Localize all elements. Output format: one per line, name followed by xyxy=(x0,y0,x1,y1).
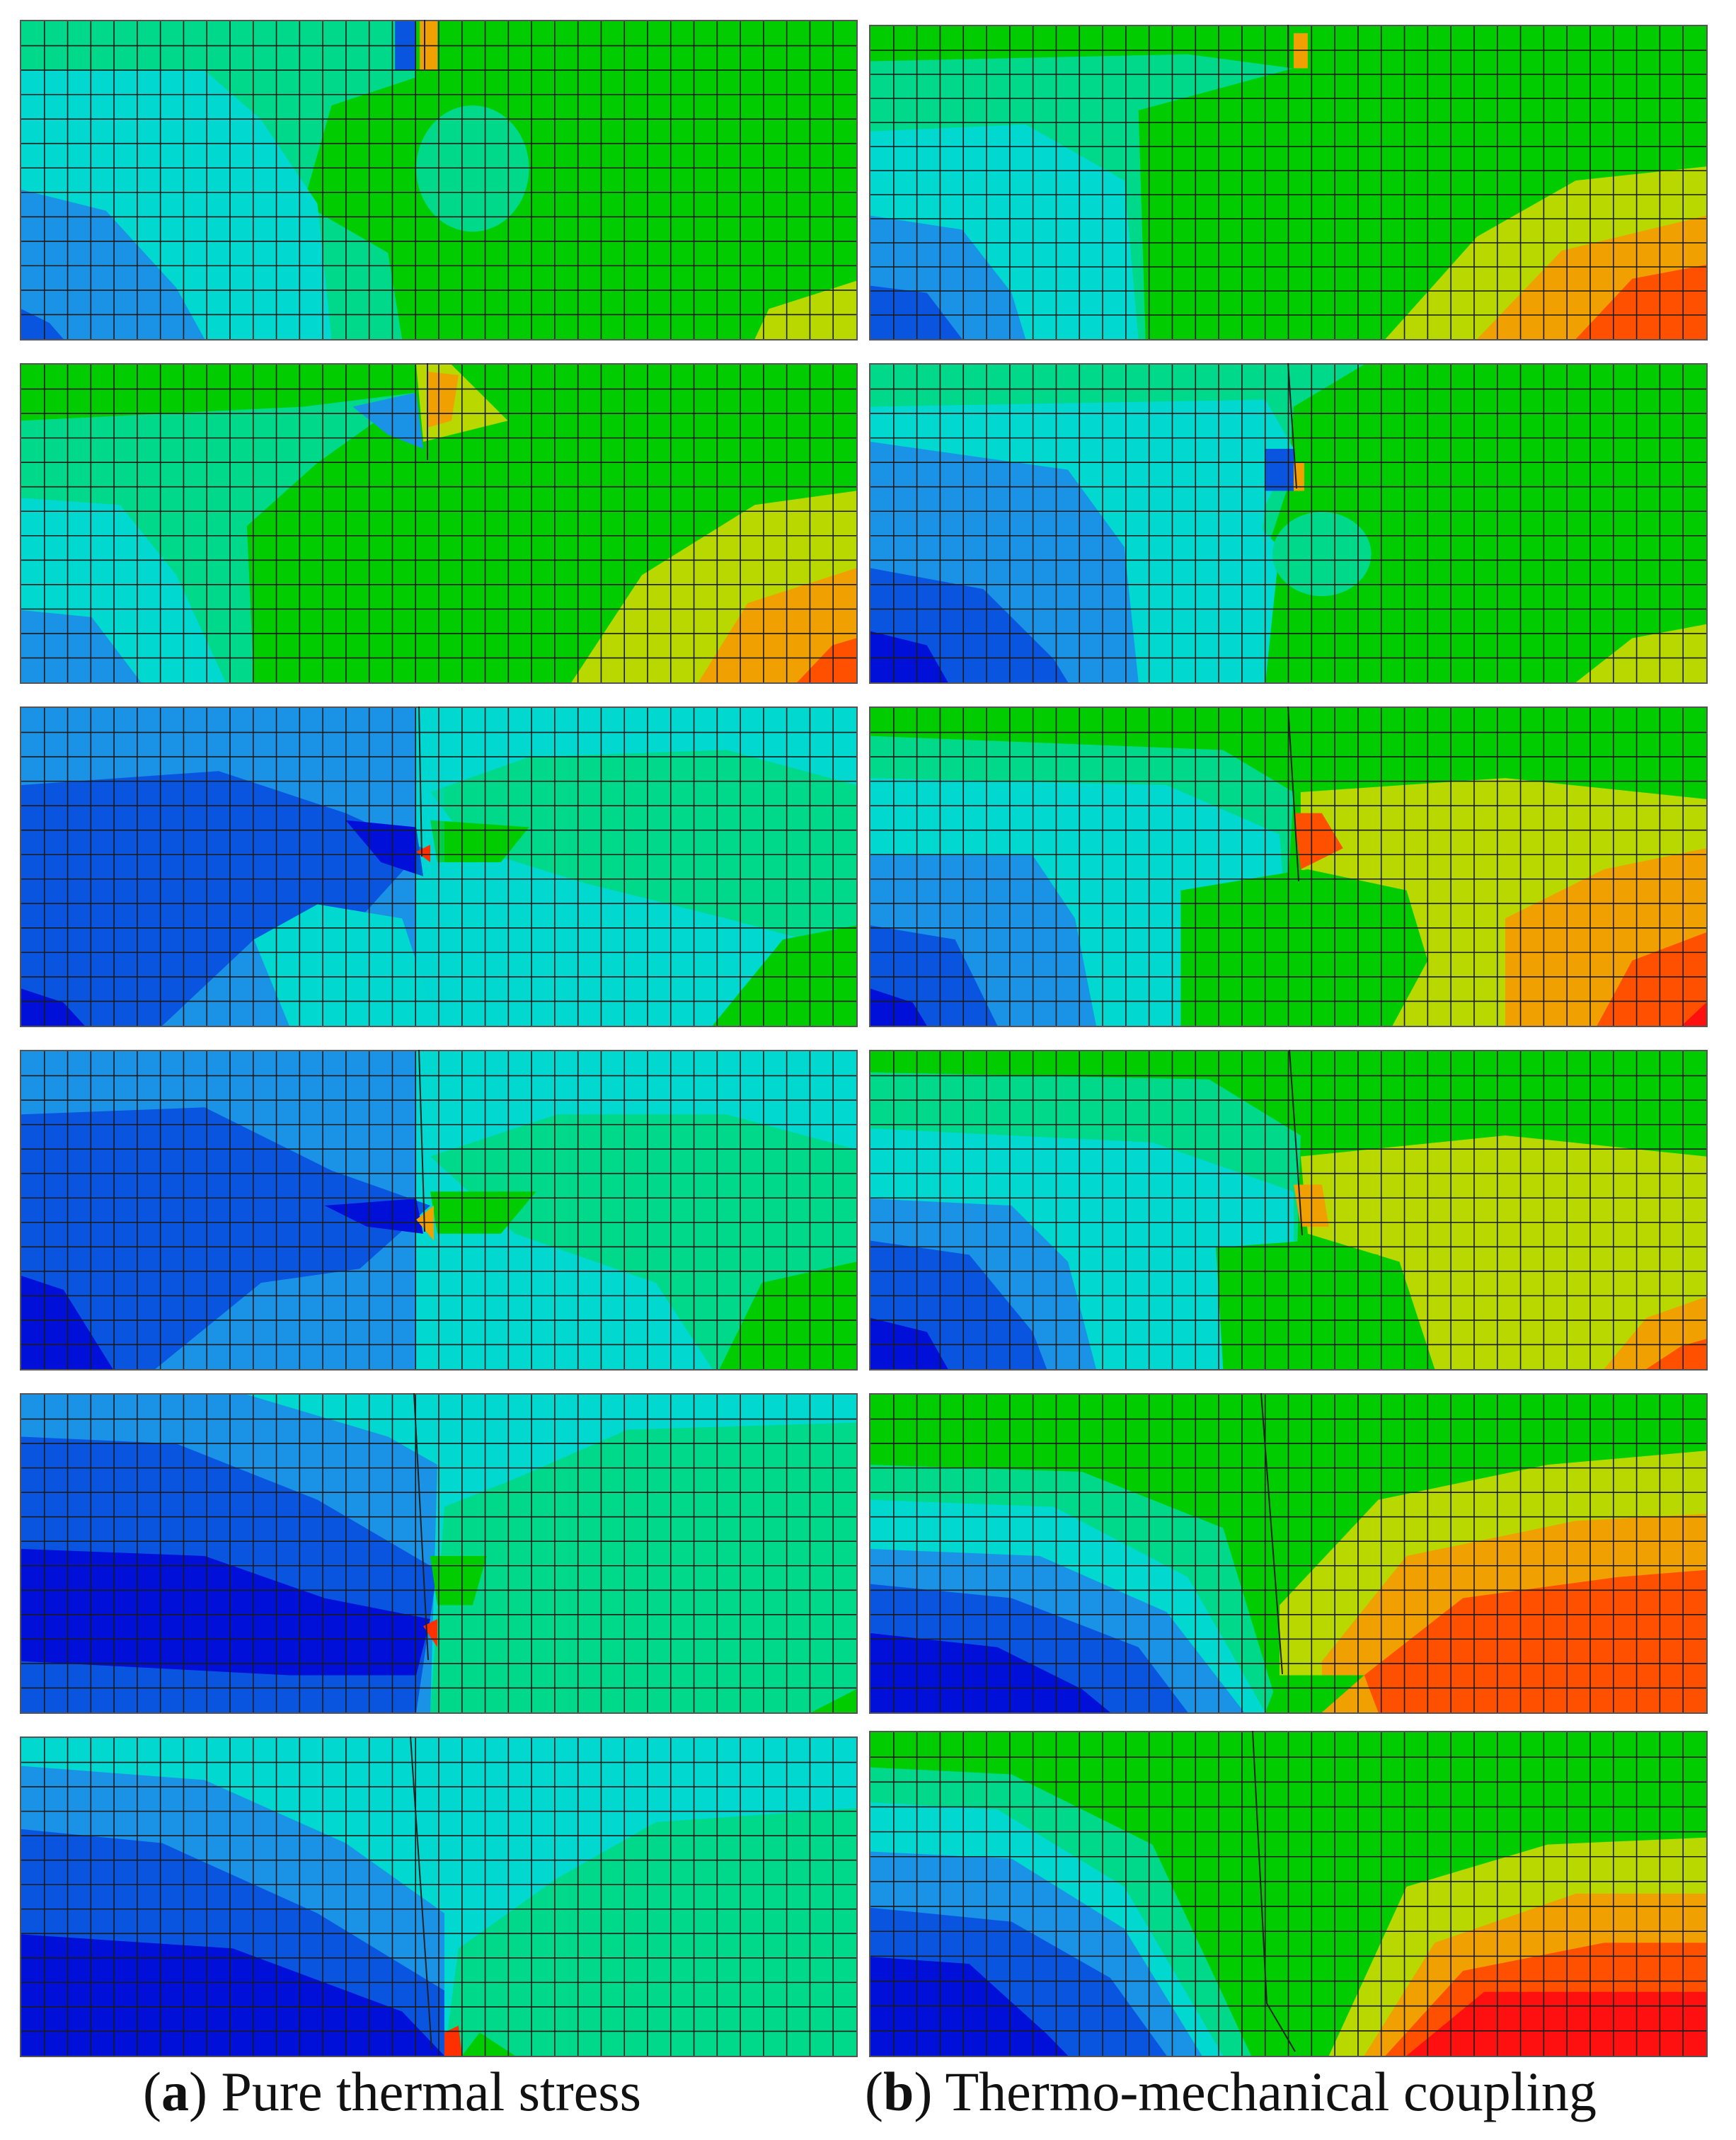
panel-a6 xyxy=(20,1736,858,2057)
contour-plot xyxy=(21,21,856,339)
caption-a: (a) Pure thermal stress xyxy=(143,2056,641,2127)
panel-b5 xyxy=(869,1393,1708,1714)
contour-plot xyxy=(870,365,1706,682)
panel-a2 xyxy=(20,363,858,684)
mesh-grid xyxy=(21,1738,856,2056)
mesh-grid xyxy=(870,708,1706,1026)
caption-b: (b) Thermo-mechanical coupling xyxy=(865,2056,1597,2127)
mesh-grid xyxy=(870,26,1706,339)
panel-a1 xyxy=(20,20,858,341)
mesh-grid xyxy=(21,708,856,1026)
mesh-grid xyxy=(21,1051,856,1369)
mesh-grid xyxy=(870,365,1706,682)
contour-plot xyxy=(870,1051,1706,1369)
contour-plot xyxy=(870,26,1706,339)
panel-b1 xyxy=(869,25,1708,341)
caption-b-close-paren: ) xyxy=(914,2061,933,2122)
contour-plot xyxy=(870,1732,1706,2056)
contour-plot xyxy=(21,1738,856,2056)
panel-a3 xyxy=(20,706,858,1027)
contour-plot xyxy=(21,365,856,682)
mesh-grid xyxy=(21,21,856,339)
caption-b-open-paren: ( xyxy=(865,2061,883,2122)
contour-plot xyxy=(21,1395,856,1712)
panel-b3 xyxy=(869,706,1708,1027)
contour-plot xyxy=(21,708,856,1026)
contour-plot xyxy=(870,1395,1706,1712)
caption-a-open-paren: ( xyxy=(143,2061,161,2122)
panel-a4 xyxy=(20,1050,858,1371)
caption-a-letter: a xyxy=(161,2061,189,2122)
panel-b6 xyxy=(869,1731,1708,2057)
caption-a-text: Pure thermal stress xyxy=(221,2061,641,2122)
caption-a-close-paren: ) xyxy=(188,2061,207,2122)
mesh-grid xyxy=(870,1051,1706,1369)
panel-b4 xyxy=(869,1050,1708,1371)
caption-b-letter: b xyxy=(883,2061,914,2122)
panel-b2 xyxy=(869,363,1708,684)
contour-plot xyxy=(21,1051,856,1369)
mesh-grid xyxy=(870,1395,1706,1712)
caption-b-text: Thermo-mechanical coupling xyxy=(945,2061,1597,2122)
contour-plot xyxy=(870,708,1706,1026)
mesh-grid xyxy=(21,365,856,682)
panel-a5 xyxy=(20,1393,858,1714)
mesh-grid xyxy=(21,1395,856,1712)
